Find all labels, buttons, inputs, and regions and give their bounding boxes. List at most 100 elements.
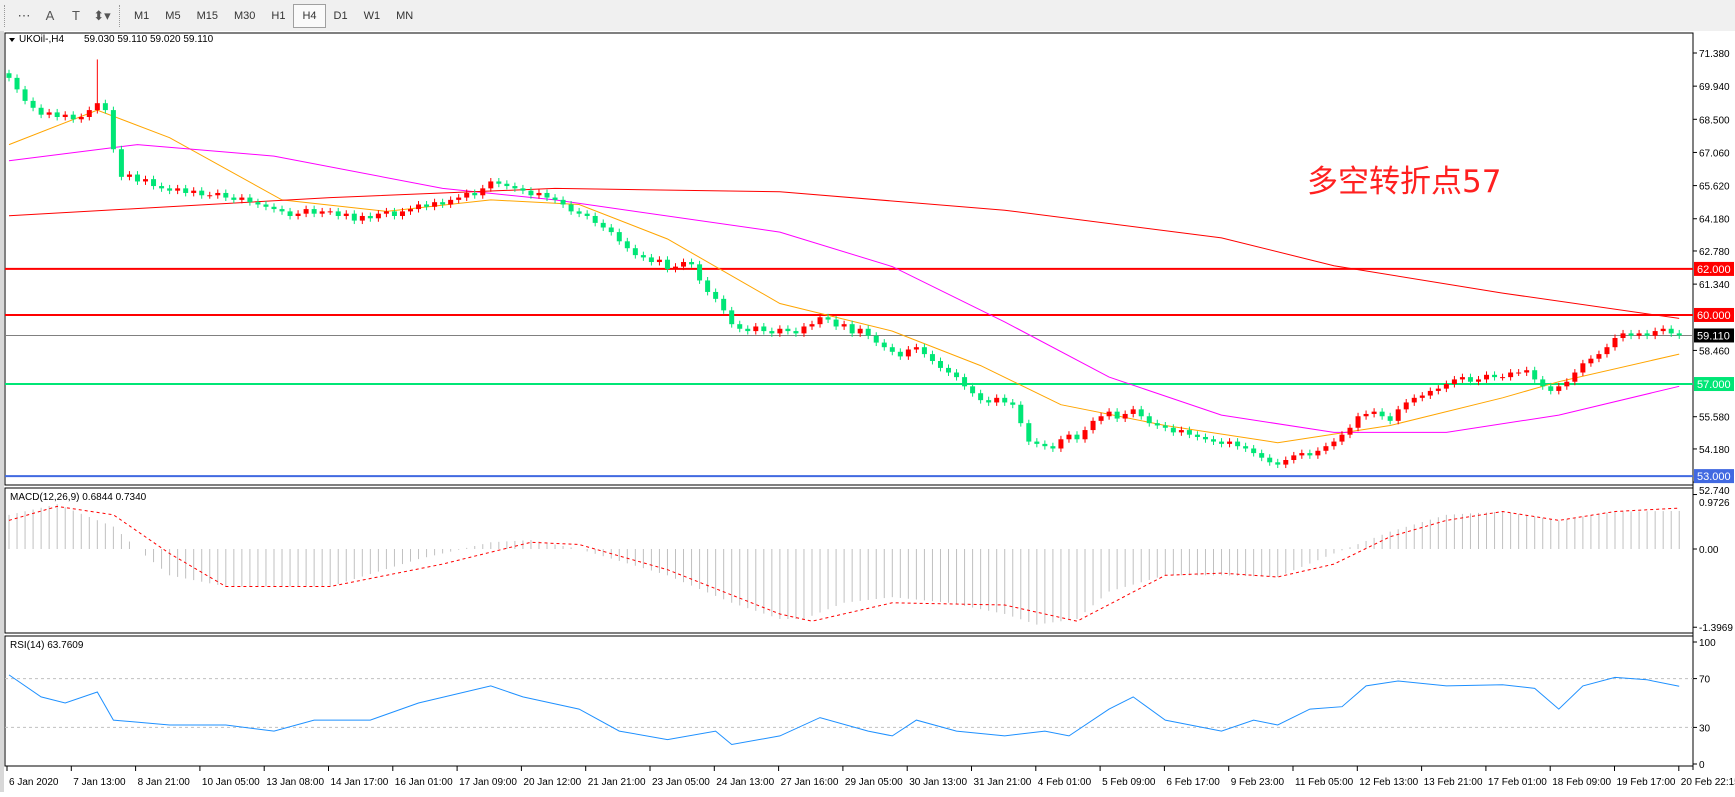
price-tick-label: 64.180 (1699, 215, 1730, 226)
date-tick-label: 29 Jan 05:00 (845, 777, 903, 788)
period-separator-icon[interactable]: ⋯ (17, 7, 31, 23)
candle-body (1307, 453, 1313, 456)
candle-body (1371, 411, 1377, 414)
price-tick-label: 69.940 (1699, 82, 1730, 93)
timeframe-m15-button[interactable]: M15 (196, 9, 218, 22)
price-tick-label: 68.500 (1699, 115, 1730, 126)
candle-body (62, 114, 68, 117)
candle-body (865, 328, 871, 336)
chart-canvas[interactable]: 71.380 69.940 68.500 67.060 65.620 64.180 62.7… (0, 31, 1735, 792)
candle-body (1572, 372, 1578, 382)
candle-body (1323, 446, 1329, 451)
candle-body (1219, 441, 1225, 444)
candle-body (255, 202, 261, 205)
candle-body (994, 397, 1000, 403)
candle-body (1227, 441, 1233, 444)
candle-body (399, 211, 405, 216)
date-tick-label: 17 Feb 01:00 (1488, 777, 1547, 788)
macd-title: MACD(12,26,9) 0.6844 0.7340 (10, 492, 147, 503)
price-label-59.110: 59.110 (1697, 330, 1730, 342)
price-label-62.000: 62.000 (1697, 264, 1731, 276)
candle-body (584, 213, 590, 216)
candle-body (1363, 413, 1369, 417)
candle-body (191, 190, 197, 193)
timeframe-h4-button[interactable]: H4 (293, 3, 326, 28)
date-tick-label: 21 Jan 21:00 (588, 777, 646, 788)
candle-body (118, 149, 124, 177)
candle-body (1275, 462, 1281, 465)
candle-body (311, 209, 317, 214)
candle-body (801, 326, 807, 334)
date-tick-label: 20 Feb 22:15 (1681, 777, 1735, 788)
candle-body (1299, 453, 1305, 456)
timeframe-w1-button[interactable]: W1 (363, 9, 381, 22)
candle-body (592, 215, 598, 223)
candle-body (817, 317, 823, 325)
text-label-icon[interactable]: A (45, 8, 55, 23)
rsi-tick-label: 0 (1699, 760, 1705, 771)
candle-body (271, 206, 277, 210)
timeframe-mn-button[interactable]: MN (396, 9, 414, 22)
candle-body (1130, 409, 1136, 414)
candle-body (833, 319, 839, 327)
candle-body (1010, 402, 1016, 405)
price-tick-label: 52.740 (1699, 486, 1730, 497)
candle-body (528, 190, 534, 196)
collapse-triangle-icon[interactable] (9, 38, 15, 42)
date-tick-label: 31 Jan 21:00 (974, 777, 1032, 788)
candle-body (664, 259, 670, 269)
candle-body (1074, 434, 1080, 440)
candle-body (1620, 333, 1626, 338)
candle-body (448, 199, 454, 205)
candle-body (1042, 443, 1048, 447)
toolbar-grip (4, 4, 7, 27)
candle-body (544, 192, 550, 198)
candle-body (552, 197, 558, 200)
timeframe-m5-button[interactable]: M5 (165, 9, 181, 22)
candle-body (1387, 416, 1393, 421)
price-tick-label: 55.580 (1699, 413, 1730, 424)
candle-body (1339, 434, 1345, 442)
candle-body (343, 213, 349, 216)
candle-body (1211, 439, 1216, 442)
candle-body (857, 328, 863, 334)
chart-window[interactable]: 71.380 69.940 68.500 67.060 65.620 64.180 62.7… (0, 31, 1735, 792)
candle-body (721, 298, 727, 311)
date-tick-label: 13 Jan 08:00 (266, 777, 324, 788)
price-label-bg (1694, 377, 1734, 392)
candle-body (1604, 347, 1610, 355)
candle-body (1082, 430, 1088, 440)
candle-body (1355, 416, 1361, 428)
candle-body (46, 112, 52, 115)
text-box-icon[interactable]: T (72, 8, 80, 23)
timeframe-m30-button[interactable]: M30 (233, 9, 256, 22)
candle-body (905, 349, 911, 357)
candle-body (1243, 446, 1249, 449)
date-tick-label: 9 Feb 23:00 (1231, 777, 1285, 788)
date-tick-label: 24 Jan 13:00 (716, 777, 774, 788)
date-tick-label: 6 Feb 17:00 (1166, 777, 1220, 788)
timeframe-h1-button[interactable]: H1 (271, 9, 286, 22)
arrows-icon[interactable]: ⬍▾ (93, 7, 111, 23)
candle-body (729, 310, 735, 325)
candle-body (70, 114, 76, 120)
candle-body (849, 324, 855, 334)
candle-body (1202, 436, 1208, 440)
timeframe-m1-button[interactable]: M1 (134, 9, 150, 22)
candle-body (383, 211, 389, 214)
chart-background (0, 31, 1735, 792)
candle-body (568, 204, 574, 212)
candle-body (632, 248, 638, 256)
price-label-bg (1694, 261, 1734, 276)
rsi-line (8, 674, 1680, 746)
candle-body (1451, 379, 1457, 385)
candle-body (1267, 457, 1273, 463)
candle-body (1098, 416, 1104, 421)
candle-body (1427, 390, 1433, 396)
date-tick-label: 27 Jan 16:00 (781, 777, 839, 788)
candle-body (231, 197, 237, 200)
candle-body (78, 116, 84, 120)
timeframe-d1-button[interactable]: D1 (333, 9, 348, 22)
candle-body (825, 317, 831, 320)
candle-body (207, 195, 213, 197)
